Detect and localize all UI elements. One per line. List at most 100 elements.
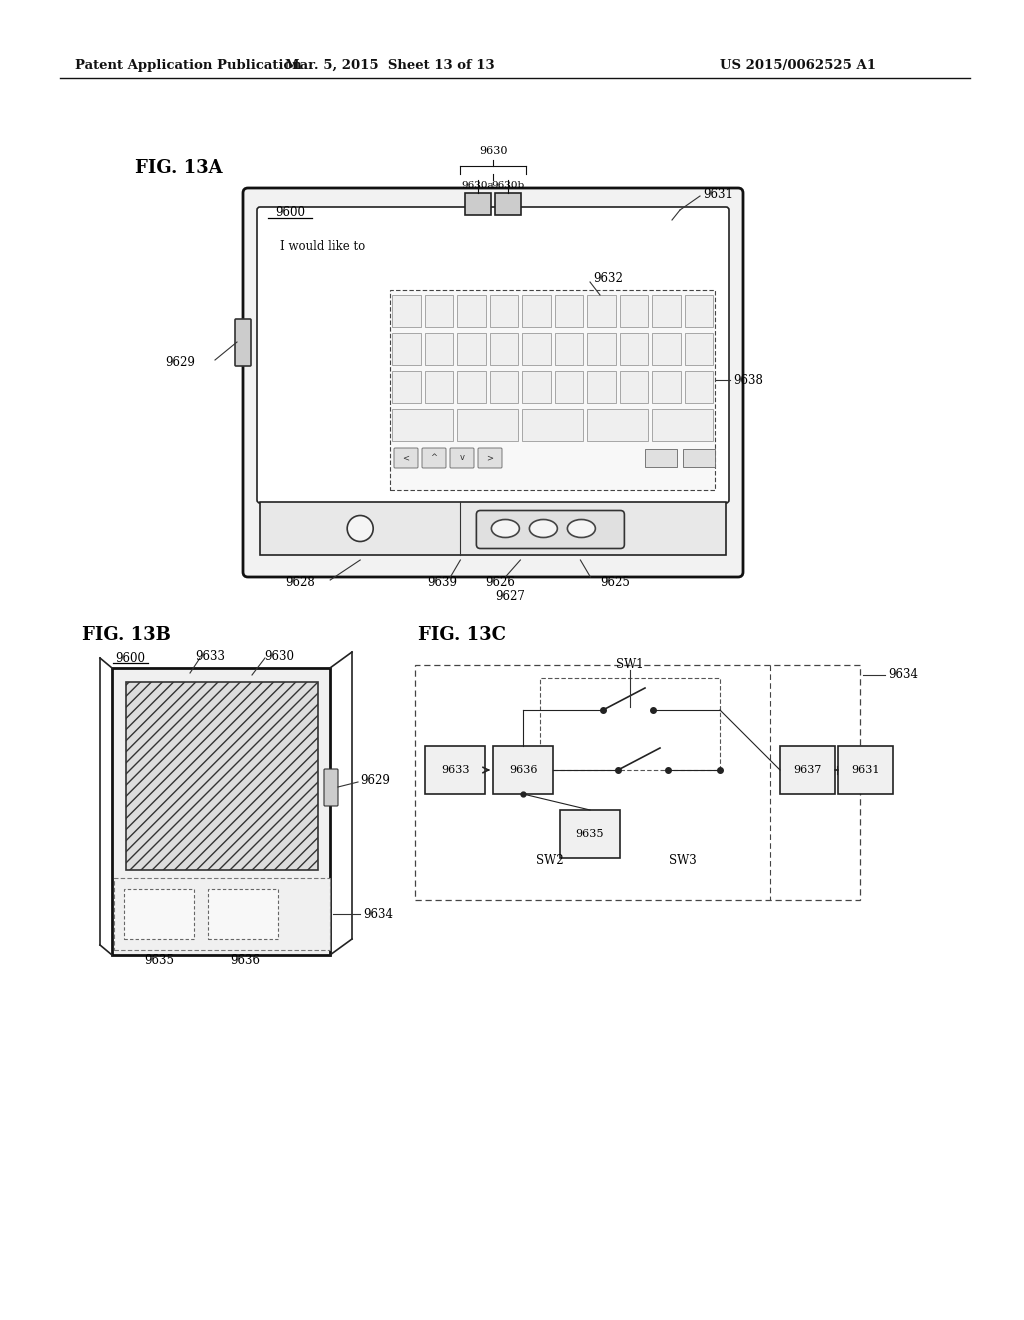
Bar [114, 878, 330, 950]
Text: FIG. 13C: FIG. 13C [418, 626, 506, 644]
Text: 9600: 9600 [115, 652, 145, 664]
Text: >: > [486, 454, 494, 462]
Text: US 2015/0062525 A1: US 2015/0062525 A1 [720, 58, 876, 71]
Bar [555, 333, 583, 366]
Bar [126, 682, 318, 870]
Bar [260, 502, 726, 554]
Text: <: < [402, 454, 410, 462]
Bar [124, 888, 194, 940]
Bar [392, 409, 453, 441]
Text: 9627: 9627 [496, 590, 525, 603]
Text: 9600: 9600 [275, 206, 305, 219]
Bar [684, 294, 713, 327]
Bar [112, 668, 330, 954]
FancyBboxPatch shape [450, 447, 474, 469]
Text: 9629: 9629 [360, 774, 390, 787]
Text: 9636: 9636 [230, 953, 260, 966]
Bar [425, 333, 453, 366]
Bar [522, 333, 551, 366]
Bar [495, 193, 521, 215]
Bar [684, 333, 713, 366]
Bar [780, 746, 835, 795]
Text: 9633: 9633 [195, 649, 225, 663]
Text: 9625: 9625 [600, 577, 630, 590]
Text: SW1: SW1 [616, 659, 644, 672]
Text: FIG. 13A: FIG. 13A [135, 158, 222, 177]
Text: 9630: 9630 [479, 147, 507, 156]
Bar [208, 888, 278, 940]
Text: 9629: 9629 [165, 356, 195, 370]
Bar [457, 409, 518, 441]
Text: 9630a: 9630a [462, 181, 495, 190]
Bar [587, 409, 648, 441]
Bar [652, 409, 713, 441]
Bar [425, 371, 453, 403]
Bar [645, 449, 677, 467]
Text: 9635: 9635 [144, 953, 174, 966]
Text: v: v [460, 454, 465, 462]
Text: Patent Application Publication: Patent Application Publication [75, 58, 302, 71]
FancyBboxPatch shape [478, 447, 502, 469]
Bar [587, 333, 615, 366]
Ellipse shape [529, 520, 557, 537]
FancyBboxPatch shape [324, 770, 338, 807]
Ellipse shape [492, 520, 519, 537]
Bar [620, 294, 648, 327]
FancyBboxPatch shape [476, 511, 625, 549]
Bar [522, 409, 583, 441]
Bar [560, 810, 620, 858]
FancyBboxPatch shape [394, 447, 418, 469]
Bar [457, 371, 485, 403]
Bar [540, 678, 720, 770]
Text: 9630: 9630 [264, 649, 294, 663]
Text: 9634: 9634 [888, 668, 918, 681]
FancyBboxPatch shape [234, 319, 251, 366]
Text: 9628: 9628 [286, 577, 315, 590]
Text: 9626: 9626 [485, 577, 515, 590]
Text: 9636: 9636 [509, 766, 538, 775]
Bar [493, 746, 553, 795]
Bar [489, 294, 518, 327]
Text: 9632: 9632 [593, 272, 623, 285]
Bar [587, 294, 615, 327]
Bar [652, 371, 681, 403]
FancyBboxPatch shape [422, 447, 446, 469]
Bar [392, 294, 421, 327]
Text: 9638: 9638 [733, 374, 763, 387]
Bar [465, 193, 490, 215]
Text: SW3: SW3 [669, 854, 697, 866]
Bar [683, 449, 715, 467]
Bar [555, 294, 583, 327]
Bar [457, 294, 485, 327]
Bar [555, 371, 583, 403]
Text: ^: ^ [430, 454, 437, 462]
Text: 9635: 9635 [575, 829, 604, 840]
Bar [425, 746, 485, 795]
Bar [838, 746, 893, 795]
FancyBboxPatch shape [257, 207, 729, 503]
Text: SW2: SW2 [537, 854, 564, 866]
Bar [425, 294, 453, 327]
FancyBboxPatch shape [243, 187, 743, 577]
Bar [522, 371, 551, 403]
Text: 9637: 9637 [794, 766, 821, 775]
Text: FIG. 13B: FIG. 13B [82, 626, 171, 644]
Text: I would like to: I would like to [280, 240, 366, 253]
Bar [652, 333, 681, 366]
Text: 9639: 9639 [427, 577, 458, 590]
Text: 9630b: 9630b [492, 181, 524, 190]
Bar [652, 294, 681, 327]
Circle shape [347, 516, 373, 541]
Bar [620, 333, 648, 366]
Bar [620, 371, 648, 403]
Text: 9634: 9634 [362, 908, 393, 920]
Bar [415, 665, 860, 900]
Ellipse shape [567, 520, 595, 537]
Bar [390, 290, 715, 490]
Bar [392, 371, 421, 403]
Bar [457, 333, 485, 366]
Bar [489, 333, 518, 366]
Bar [392, 333, 421, 366]
Bar [489, 371, 518, 403]
Text: Mar. 5, 2015  Sheet 13 of 13: Mar. 5, 2015 Sheet 13 of 13 [286, 58, 495, 71]
